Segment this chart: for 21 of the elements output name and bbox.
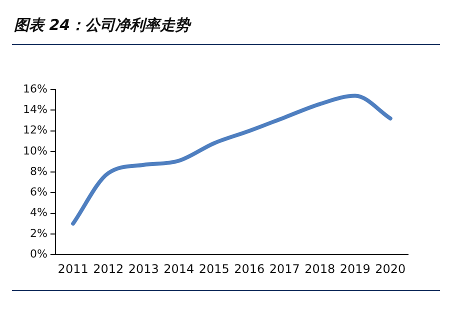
y-tick-label: 6% — [30, 186, 48, 199]
y-tick-label: 10% — [22, 144, 48, 158]
chart-title: 图表 24：公司净利率走势 — [14, 16, 190, 35]
line-series — [71, 94, 392, 226]
x-tick-label: 2014 — [164, 262, 194, 276]
x-tick-label: 2013 — [128, 262, 159, 276]
x-tick-label: 2019 — [340, 262, 370, 276]
y-tick-label: 14% — [22, 103, 48, 116]
y-tick-label: 0% — [30, 247, 48, 260]
x-tick-label: 2020 — [375, 262, 406, 276]
x-tick-label: 2012 — [93, 262, 124, 276]
y-tick-label: 16% — [22, 82, 48, 96]
y-tick-label: 8% — [30, 164, 48, 178]
y-tick-label: 2% — [30, 226, 48, 240]
x-tick-label: 2015 — [198, 262, 230, 276]
y-tick-label: 4% — [30, 206, 48, 220]
y-tick-label: 12% — [22, 124, 48, 137]
x-tick-label: 2017 — [269, 262, 300, 276]
x-tick-label: 2016 — [234, 262, 265, 276]
x-tick-label: 2011 — [58, 262, 88, 276]
x-tick-label: 2018 — [304, 262, 336, 276]
